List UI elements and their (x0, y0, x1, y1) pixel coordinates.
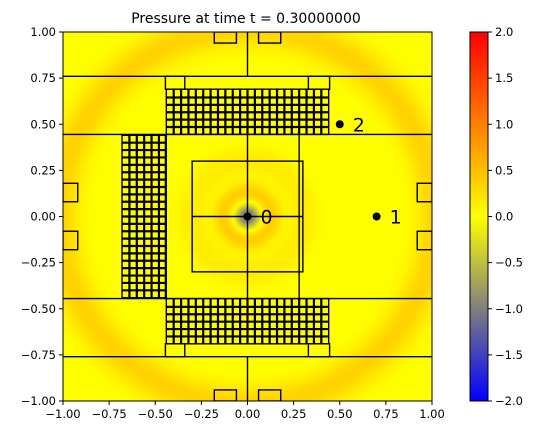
x-axis: −1.00 −0.75 −0.50 −0.25 0.00 0.25 0.50 0.75 1.00 (45, 401, 445, 421)
door-left-lower (63, 230, 79, 251)
plot-area: 0 1 2 (63, 32, 432, 401)
y-tick-label: 1.00 (30, 25, 56, 39)
y-tick-label: −1.00 (21, 394, 56, 408)
probe-label: 2 (353, 114, 365, 136)
colorbar-axis: −2.0 −1.5 −1.0 −0.5 0.0 0.5 1.0 1.5 2.0 (488, 25, 523, 408)
x-tick-label: −0.25 (184, 407, 219, 421)
x-tick-label: 0.50 (327, 407, 353, 421)
colorbar-tick-label: 0.0 (495, 210, 513, 224)
probe-label: 0 (261, 207, 273, 229)
colorbar-tick-label: −0.5 (495, 256, 523, 270)
probe-label: 1 (390, 207, 402, 229)
probe-point (335, 120, 344, 129)
mesh-panel-top (165, 88, 330, 136)
y-tick-label: −0.25 (21, 256, 56, 270)
y-tick-label: 0.50 (30, 117, 56, 131)
colorbar (469, 31, 489, 402)
y-tick-label: −0.50 (21, 302, 56, 316)
colorbar-tick-label: −1.5 (495, 348, 523, 362)
mesh-panel-bottom (165, 297, 330, 345)
x-tick-label: 0.75 (373, 407, 399, 421)
door-top-right (257, 32, 282, 44)
colorbar-tick-label: 2.0 (495, 25, 513, 39)
x-tick-label: 1.00 (419, 407, 445, 421)
x-tick-label: −0.75 (92, 407, 127, 421)
door-top-left (213, 32, 238, 44)
mesh-panel-left (121, 134, 168, 299)
y-tick-label: 0.00 (30, 210, 56, 224)
door-left-upper (63, 182, 79, 203)
probe-point (243, 212, 252, 221)
x-tick-label: −1.00 (45, 407, 80, 421)
colorbar-tick-label: 1.0 (495, 117, 513, 131)
colorbar-tick-label: −2.0 (495, 394, 523, 408)
probe-point (372, 212, 381, 221)
x-tick-label: −0.50 (138, 407, 173, 421)
y-axis: −1.00 −0.75 −0.50 −0.25 0.00 0.25 0.50 0.75 1.00 (21, 25, 63, 408)
y-tick-label: 0.25 (30, 163, 56, 177)
y-tick-label: −0.75 (21, 348, 56, 362)
colorbar-tick-label: 1.5 (495, 71, 513, 85)
y-tick-label: 0.75 (30, 71, 56, 85)
probe-markers: 0 1 2 (243, 114, 402, 229)
x-tick-label: 0.25 (281, 407, 307, 421)
colorbar-tick-label: −1.0 (495, 302, 523, 316)
chart-title: Pressure at time t = 0.30000000 (131, 11, 361, 27)
colorbar-tick-label: 0.5 (495, 163, 513, 177)
x-tick-label: 0.00 (235, 407, 261, 421)
